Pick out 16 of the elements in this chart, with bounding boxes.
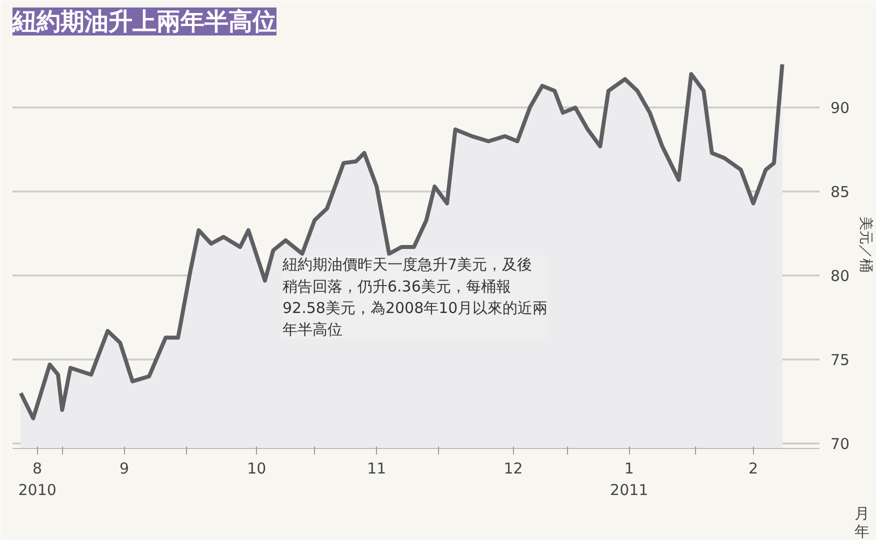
y-tick-label: 90 <box>830 99 850 118</box>
y-tick-label: 75 <box>830 351 850 370</box>
y-tick-label: 85 <box>830 183 850 202</box>
x-tick-label: 8 2010 <box>18 460 56 500</box>
chart-title: 紐約期油升上兩年半高位 <box>12 8 276 36</box>
x-tick-label: 12 <box>504 460 523 478</box>
x-tick-label: 2 <box>748 460 758 478</box>
y-axis-title: 美元／桶 <box>858 216 874 272</box>
x-tick-label: 10 <box>247 460 266 478</box>
y-tick-label: 70 <box>830 434 850 453</box>
annotation: 紐約期油價昨天一度急升7美元，及後稍告回落，仍升6.36美元，每桶報92.58美元，為2008年10月以來的近兩年半高位 <box>282 256 548 338</box>
y-tick-label: 80 <box>830 267 850 286</box>
x-axis-title: 月年 <box>854 504 870 540</box>
x-tick-label: 9 <box>119 460 130 478</box>
x-tick-label: 11 <box>367 460 386 478</box>
x-tick-label: 1 2011 <box>610 460 648 500</box>
